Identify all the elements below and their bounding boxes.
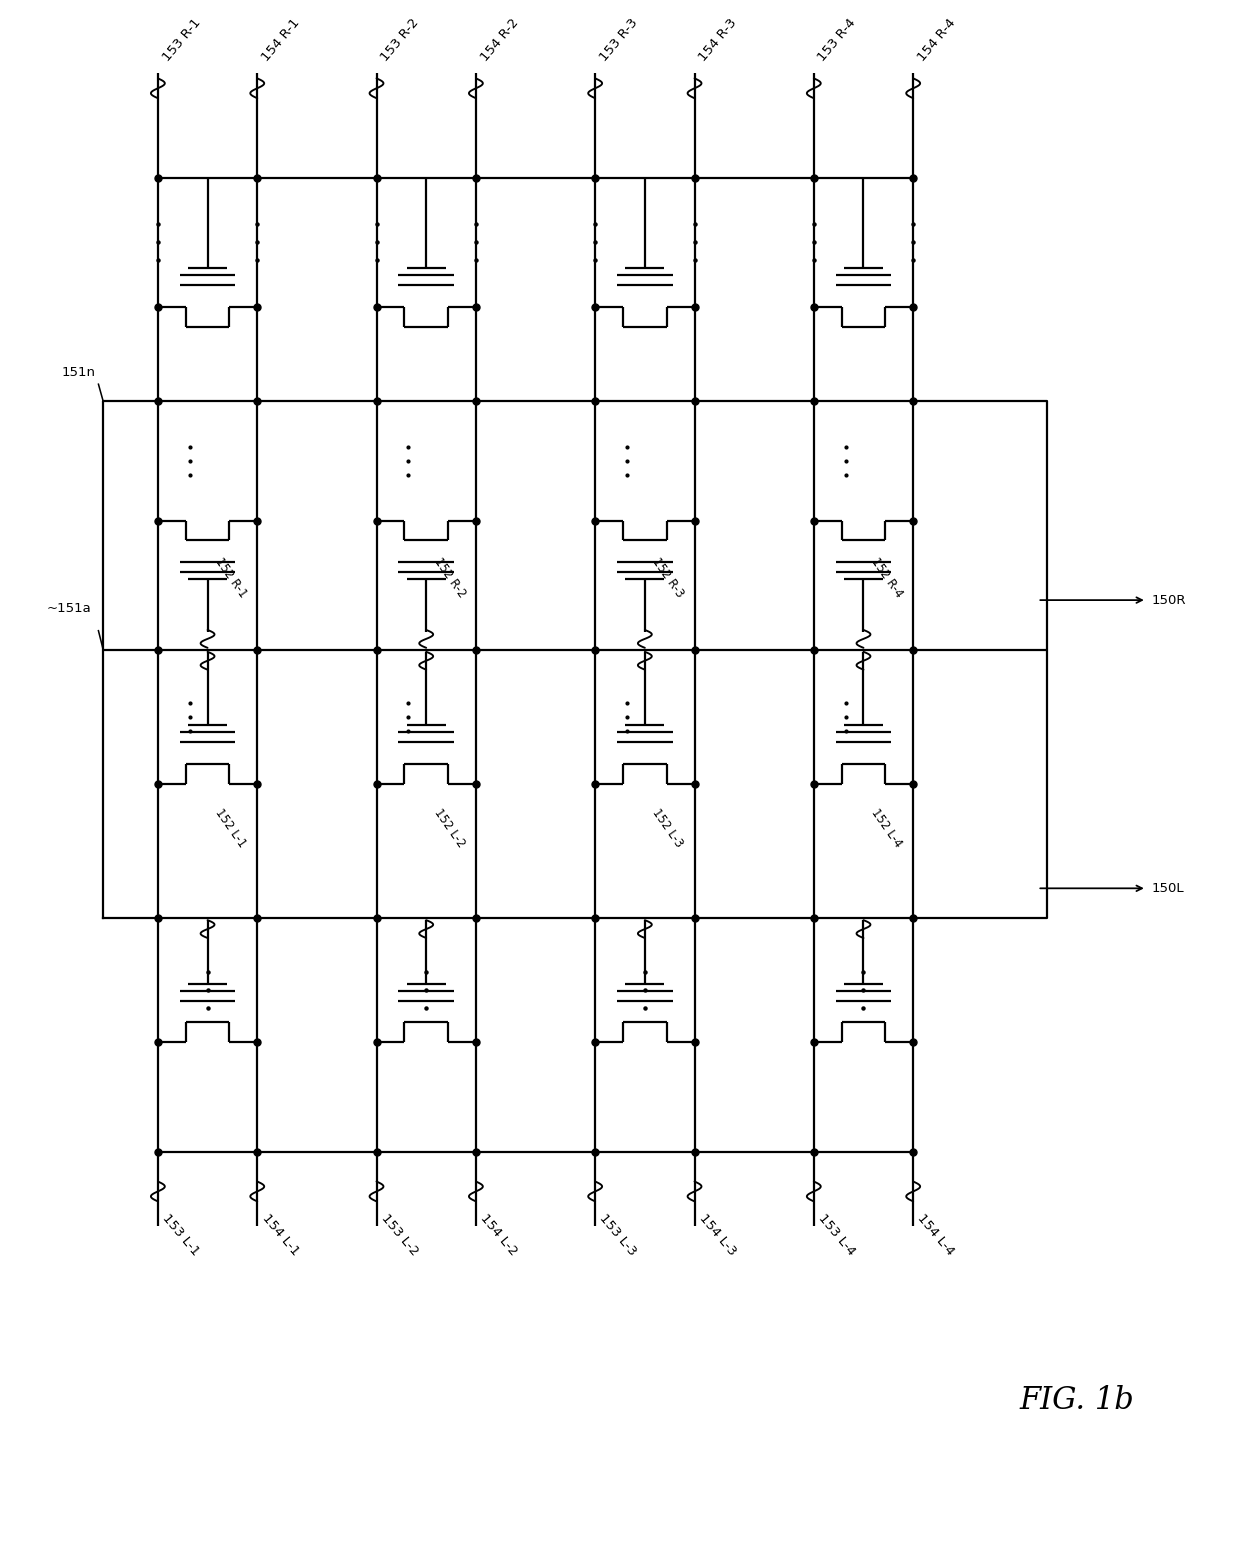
Text: 152 R-1: 152 R-1 (212, 556, 249, 601)
Text: 154 L-3: 154 L-3 (697, 1211, 739, 1257)
Text: 151n: 151n (61, 366, 95, 380)
Text: 153 L-4: 153 L-4 (816, 1211, 858, 1257)
Text: 153 L-1: 153 L-1 (160, 1211, 202, 1259)
Text: FIG. 1b: FIG. 1b (1019, 1384, 1135, 1415)
Text: 152 R-4: 152 R-4 (868, 556, 905, 601)
Text: 154 L-1: 154 L-1 (259, 1211, 301, 1257)
Text: 152 L-3: 152 L-3 (650, 805, 686, 849)
Text: 152 R-3: 152 R-3 (650, 556, 687, 601)
Text: 150L: 150L (1152, 882, 1184, 896)
Text: 154 R-1: 154 R-1 (259, 16, 303, 64)
Text: 153 L-3: 153 L-3 (598, 1211, 640, 1259)
Text: 154 R-3: 154 R-3 (697, 16, 739, 64)
Text: 152 L-2: 152 L-2 (432, 805, 467, 849)
Text: 152 R-2: 152 R-2 (432, 556, 467, 601)
Text: 154 R-2: 154 R-2 (477, 16, 521, 64)
Text: 154 R-4: 154 R-4 (915, 16, 959, 64)
Text: ~151a: ~151a (47, 602, 92, 615)
Text: 153 R-3: 153 R-3 (598, 16, 640, 64)
Text: 153 R-4: 153 R-4 (816, 16, 859, 64)
Text: 152 L-1: 152 L-1 (212, 805, 248, 849)
Text: 153 L-2: 153 L-2 (378, 1211, 420, 1259)
Text: 152 L-4: 152 L-4 (868, 805, 904, 849)
Text: 154 L-4: 154 L-4 (915, 1211, 957, 1257)
Text: 154 L-2: 154 L-2 (477, 1211, 520, 1257)
Text: 153 R-1: 153 R-1 (160, 16, 203, 64)
Text: 150R: 150R (1152, 593, 1187, 607)
Text: 153 R-2: 153 R-2 (378, 16, 422, 64)
